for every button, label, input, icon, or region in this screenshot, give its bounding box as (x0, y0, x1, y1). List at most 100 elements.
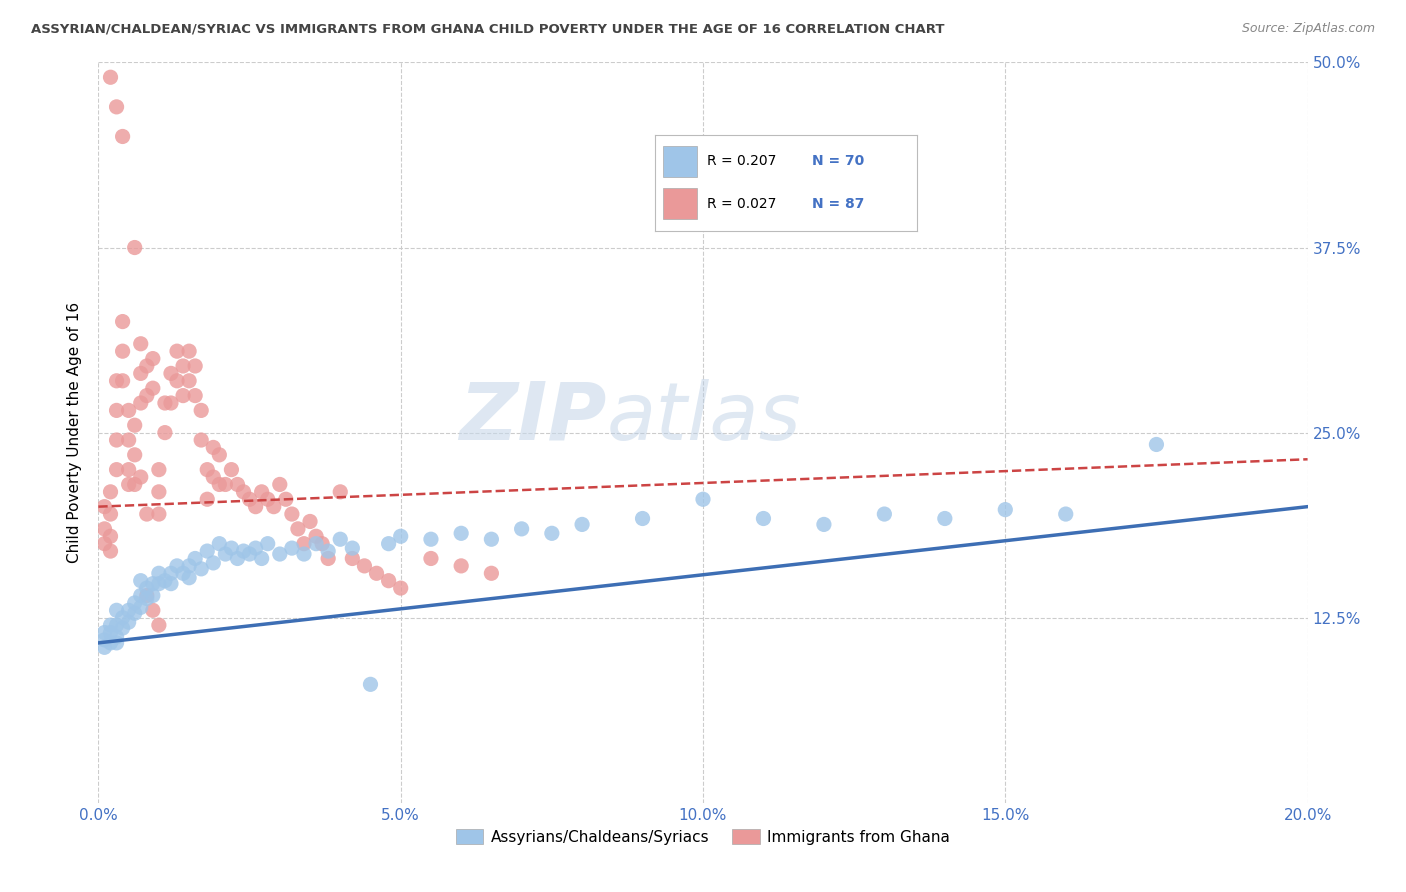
Point (129, 600, 152, 615)
Point (292, 547, 315, 561)
Point (166, 558, 188, 573)
Legend: Assyrians/Chaldeans/Syriacs, Immigrants from Ghana: Assyrians/Chaldeans/Syriacs, Immigrants … (450, 822, 956, 851)
Point (510, 522, 533, 536)
Point (93, 625, 115, 640)
Point (250, 484, 273, 499)
Point (111, 314, 134, 328)
Point (172, 359, 194, 373)
Point (245, 541, 267, 555)
Point (1144, 437, 1167, 451)
Point (179, 558, 201, 573)
Point (305, 536, 328, 550)
Point (184, 359, 207, 373)
Point (111, 610, 134, 624)
Point (311, 536, 333, 550)
Point (129, 336, 152, 351)
Point (190, 433, 212, 447)
Point (118, 603, 141, 617)
Point (111, 621, 134, 635)
Point (100, 529, 122, 543)
Point (148, 618, 170, 632)
Point (202, 556, 225, 570)
Point (631, 511, 654, 525)
Point (420, 533, 443, 547)
Point (166, 344, 188, 359)
Point (245, 500, 267, 514)
Point (208, 448, 231, 462)
Point (129, 367, 152, 381)
Point (389, 529, 412, 543)
Point (873, 507, 896, 521)
Point (105, 603, 128, 617)
Point (226, 551, 249, 566)
Text: ZIP: ZIP (458, 379, 606, 457)
Point (93, 500, 115, 514)
Point (111, 374, 134, 388)
Point (172, 566, 194, 581)
Point (100, 544, 122, 558)
Point (100, 625, 122, 640)
Point (263, 500, 285, 514)
Point (148, 507, 170, 521)
Point (934, 511, 956, 525)
Point (166, 374, 188, 388)
Point (281, 541, 304, 555)
Point (221, 541, 243, 555)
Point (329, 484, 352, 499)
Point (148, 576, 170, 591)
Point (124, 477, 146, 491)
Point (256, 492, 278, 507)
Point (118, 403, 141, 417)
Point (195, 544, 218, 558)
Point (226, 477, 249, 491)
Point (135, 507, 157, 521)
Point (124, 240, 146, 255)
Point (179, 344, 201, 359)
Point (105, 433, 128, 447)
Point (135, 581, 157, 595)
Point (100, 70, 122, 85)
Point (389, 581, 412, 595)
Point (202, 470, 225, 484)
Point (208, 536, 231, 550)
Point (214, 477, 236, 491)
Point (813, 517, 835, 532)
Point (360, 677, 382, 691)
Point (118, 615, 141, 629)
Point (93, 522, 115, 536)
Point (752, 511, 775, 525)
Point (142, 381, 165, 395)
Point (571, 517, 593, 532)
Point (305, 529, 328, 543)
Point (316, 551, 339, 566)
Point (994, 502, 1017, 516)
Point (190, 403, 212, 417)
Point (274, 492, 297, 507)
Point (377, 574, 399, 588)
Point (124, 607, 146, 621)
Point (1054, 507, 1077, 521)
Point (105, 618, 128, 632)
Point (129, 470, 152, 484)
Point (118, 433, 141, 447)
Point (100, 636, 122, 650)
Point (342, 551, 364, 566)
Point (232, 484, 254, 499)
Text: ASSYRIAN/CHALDEAN/SYRIAC VS IMMIGRANTS FROM GHANA CHILD POVERTY UNDER THE AGE OF: ASSYRIAN/CHALDEAN/SYRIAC VS IMMIGRANTS F… (31, 22, 945, 36)
FancyBboxPatch shape (664, 146, 697, 177)
Point (105, 630, 128, 644)
Point (129, 574, 152, 588)
Point (299, 515, 322, 529)
Point (190, 562, 212, 576)
Text: R = 0.207: R = 0.207 (707, 154, 778, 169)
Point (195, 492, 218, 507)
Point (142, 603, 165, 617)
Point (239, 547, 262, 561)
Point (153, 396, 176, 410)
Point (184, 388, 207, 402)
Point (353, 558, 375, 573)
Point (269, 547, 291, 561)
Point (142, 576, 165, 591)
Point (692, 492, 714, 507)
Point (142, 589, 165, 603)
